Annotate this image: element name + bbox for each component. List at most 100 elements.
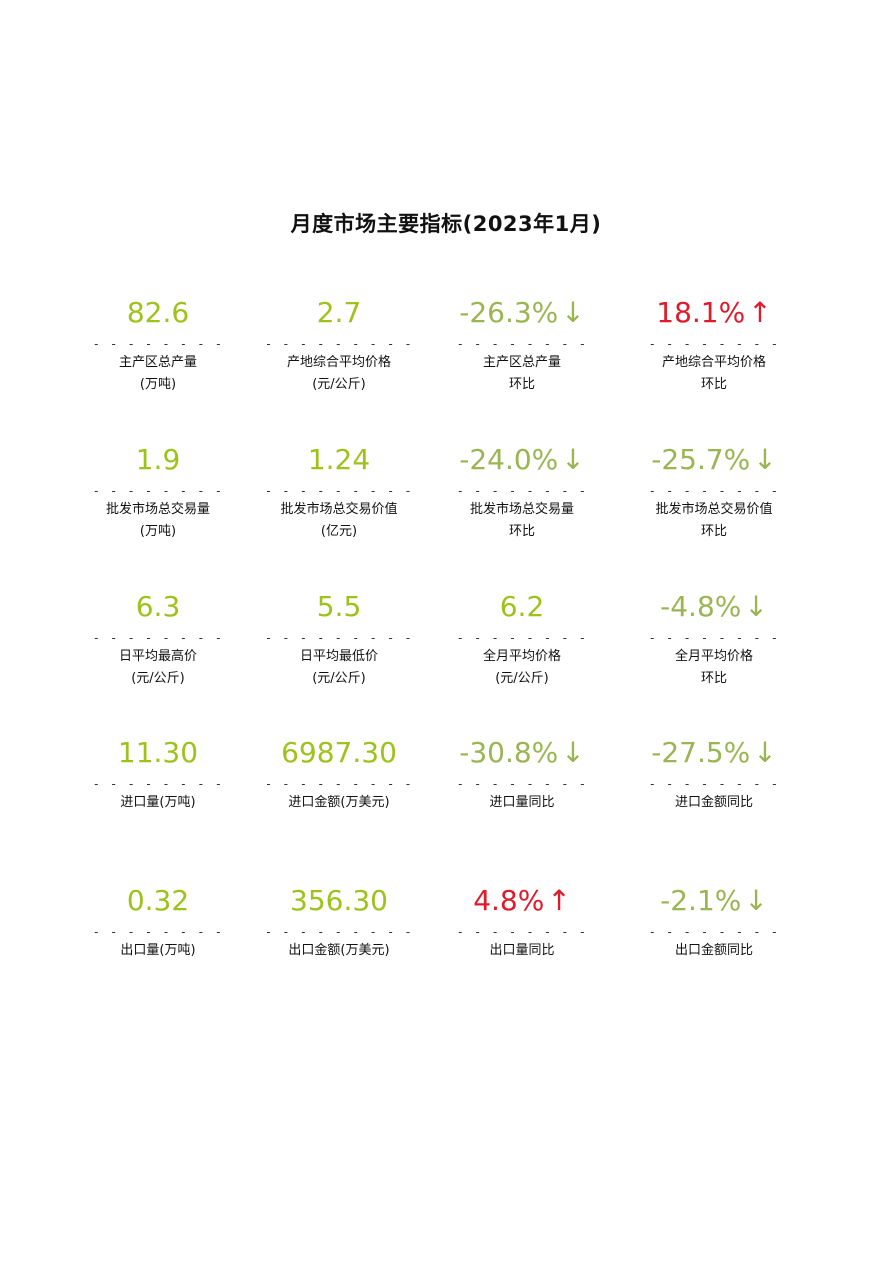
metric-import-value: 6987.30 - - - - - - - - - 进口金额(万美元) <box>239 733 439 813</box>
metric-daily-high: 6.3 - - - - - - - - 日平均最高价 (元/公斤) <box>58 587 258 689</box>
metric-unit: 环比 <box>700 671 727 686</box>
arrow-down-icon: ↓ <box>753 443 777 476</box>
metric-export-volume: 0.32 - - - - - - - - 出口量(万吨) <box>58 881 258 961</box>
metric-value: -24.0% ↓ <box>459 443 585 476</box>
metric-label: 进口量同比 <box>489 795 555 810</box>
metric-wholesale-value: 1.24 - - - - - - - - - 批发市场总交易价值 (亿元) <box>239 440 439 542</box>
separator: - - - - - - - - <box>648 484 780 498</box>
metric-value: 0.32 <box>126 884 190 917</box>
metric-value: -25.7% ↓ <box>651 443 777 476</box>
metric-unit: (万吨) <box>139 377 177 392</box>
separator: - - - - - - - - <box>92 925 224 939</box>
separator: - - - - - - - - <box>456 484 588 498</box>
metric-wholesale-volume: 1.9 - - - - - - - - 批发市场总交易量 (万吨) <box>58 440 258 542</box>
metric-import-value-yoy: -27.5% ↓ - - - - - - - - 进口金额同比 <box>614 733 814 813</box>
metric-label: 出口金额同比 <box>674 943 753 958</box>
metric-export-value-yoy: -2.1% ↓ - - - - - - - - 出口金额同比 <box>614 881 814 961</box>
metric-label: 批发市场总交易量 <box>105 502 210 517</box>
separator: - - - - - - - - - <box>264 925 414 939</box>
separator: - - - - - - - - <box>456 337 588 351</box>
metric-value: -26.3% ↓ <box>459 296 585 329</box>
separator: - - - - - - - - <box>648 337 780 351</box>
metric-label: 出口金额(万美元) <box>288 943 390 958</box>
metric-label: 主产区总产量 <box>118 355 197 370</box>
separator: - - - - - - - - <box>92 337 224 351</box>
metric-value: -30.8% ↓ <box>459 736 585 769</box>
metric-label: 产地综合平均价格 <box>286 355 391 370</box>
separator: - - - - - - - - <box>456 777 588 791</box>
metric-unit: 环比 <box>700 377 727 392</box>
metric-label: 批发市场总交易价值 <box>280 502 398 517</box>
separator: - - - - - - - - <box>648 631 780 645</box>
metric-label: 进口量(万吨) <box>120 795 196 810</box>
separator: - - - - - - - - - <box>264 337 414 351</box>
metric-unit: 环比 <box>508 377 535 392</box>
metric-value: -4.8% ↓ <box>660 590 768 623</box>
page-title: 月度市场主要指标(2023年1月) <box>290 212 602 236</box>
metric-label: 日平均最低价 <box>299 649 378 664</box>
arrow-down-icon: ↓ <box>561 296 585 329</box>
arrow-down-icon: ↓ <box>753 736 777 769</box>
separator: - - - - - - - - - <box>264 777 414 791</box>
metric-import-volume-yoy: -30.8% ↓ - - - - - - - - 进口量同比 <box>422 733 622 813</box>
metric-value: 82.6 <box>126 296 190 329</box>
metric-wholesale-value-mom: -25.7% ↓ - - - - - - - - 批发市场总交易价值 环比 <box>614 440 814 542</box>
metric-import-volume: 11.30 - - - - - - - - 进口量(万吨) <box>58 733 258 813</box>
metric-unit: (元/公斤) <box>495 671 549 686</box>
metric-value: 6.2 <box>499 590 545 623</box>
separator: - - - - - - - - <box>456 925 588 939</box>
metric-value: 1.9 <box>135 443 181 476</box>
metric-value: 4.8% ↑ <box>473 884 571 917</box>
metric-production: 82.6 - - - - - - - - 主产区总产量 (万吨) <box>58 293 258 395</box>
metric-monthly-avg: 6.2 - - - - - - - - 全月平均价格 (元/公斤) <box>422 587 622 689</box>
metric-monthly-avg-mom: -4.8% ↓ - - - - - - - - 全月平均价格 环比 <box>614 587 814 689</box>
metric-label: 主产区总产量 <box>482 355 561 370</box>
separator: - - - - - - - - - <box>264 631 414 645</box>
metric-daily-low: 5.5 - - - - - - - - - 日平均最低价 (元/公斤) <box>239 587 439 689</box>
arrow-up-icon: ↑ <box>547 884 571 917</box>
separator: - - - - - - - - - <box>264 484 414 498</box>
separator: - - - - - - - - <box>92 484 224 498</box>
metric-label: 进口金额同比 <box>674 795 753 810</box>
arrow-up-icon: ↑ <box>748 296 772 329</box>
metric-value: 6987.30 <box>281 736 397 769</box>
metric-value: 2.7 <box>316 296 362 329</box>
metric-export-volume-yoy: 4.8% ↑ - - - - - - - - 出口量同比 <box>422 881 622 961</box>
metric-wholesale-volume-mom: -24.0% ↓ - - - - - - - - 批发市场总交易量 环比 <box>422 440 622 542</box>
separator: - - - - - - - - <box>92 631 224 645</box>
metric-label: 进口金额(万美元) <box>288 795 390 810</box>
metric-value: 1.24 <box>307 443 371 476</box>
metric-label: 批发市场总交易量 <box>469 502 574 517</box>
separator: - - - - - - - - <box>648 777 780 791</box>
metric-label: 产地综合平均价格 <box>661 355 766 370</box>
metric-unit: 环比 <box>700 524 727 539</box>
metric-label: 日平均最高价 <box>118 649 197 664</box>
metric-unit: 环比 <box>508 524 535 539</box>
metric-value: -2.1% ↓ <box>660 884 768 917</box>
metric-value: 6.3 <box>135 590 181 623</box>
metric-label: 全月平均价格 <box>482 649 561 664</box>
separator: - - - - - - - - <box>456 631 588 645</box>
metric-unit: (万吨) <box>139 524 177 539</box>
metric-unit: (元/公斤) <box>312 377 366 392</box>
metric-origin-price: 2.7 - - - - - - - - - 产地综合平均价格 (元/公斤) <box>239 293 439 395</box>
metric-unit: (元/公斤) <box>312 671 366 686</box>
metric-value: 5.5 <box>316 590 362 623</box>
arrow-down-icon: ↓ <box>561 443 585 476</box>
metric-unit: (亿元) <box>320 524 358 539</box>
arrow-down-icon: ↓ <box>561 736 585 769</box>
metric-label: 批发市场总交易价值 <box>655 502 773 517</box>
metric-label: 出口量同比 <box>489 943 555 958</box>
separator: - - - - - - - - <box>92 777 224 791</box>
arrow-down-icon: ↓ <box>744 590 768 623</box>
metric-value: 356.30 <box>290 884 388 917</box>
arrow-down-icon: ↓ <box>744 884 768 917</box>
metric-origin-price-mom: 18.1% ↑ - - - - - - - - 产地综合平均价格 环比 <box>614 293 814 395</box>
metric-production-mom: -26.3% ↓ - - - - - - - - 主产区总产量 环比 <box>422 293 622 395</box>
metric-label: 全月平均价格 <box>674 649 753 664</box>
metric-export-value: 356.30 - - - - - - - - - 出口金额(万美元) <box>239 881 439 961</box>
metric-value: 11.30 <box>117 736 199 769</box>
metric-label: 出口量(万吨) <box>120 943 196 958</box>
metric-value: -27.5% ↓ <box>651 736 777 769</box>
separator: - - - - - - - - <box>648 925 780 939</box>
